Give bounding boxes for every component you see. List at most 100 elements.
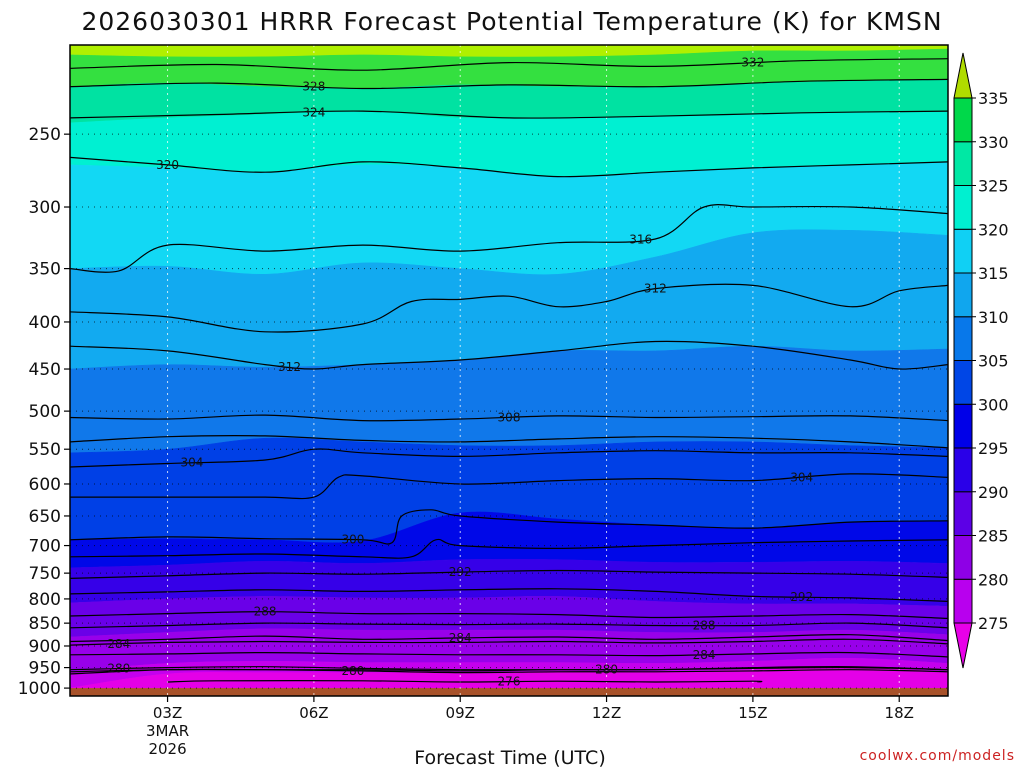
axes: 250 300 350 400 450 500 550 600 650 700 750 800 850 9…: [18, 44, 949, 758]
colorbar-label-280: 280: [978, 570, 1009, 589]
contour-label-276: 276: [498, 675, 521, 689]
y-tick-label-400: 400: [29, 313, 61, 333]
colorbar-segment-275: [953, 578, 973, 624]
colorbar-label-325: 325: [978, 177, 1009, 196]
y-tick-label-600: 600: [29, 475, 61, 495]
colorbar-segment-300: [953, 360, 973, 405]
contour-305: [70, 435, 948, 449]
colorbar-label-295: 295: [978, 439, 1009, 458]
contour-297: [70, 538, 948, 559]
contour-312: [70, 283, 948, 333]
contour-277: [70, 666, 948, 673]
colorbar-segment-280: [953, 535, 973, 580]
contour-label-280: 280: [341, 664, 364, 678]
contour-label-300: 300: [341, 533, 364, 547]
contour-304: [70, 448, 948, 468]
x-tick-label-09Z: 09Z: [446, 704, 475, 722]
contour-label-283: 284: [107, 637, 130, 651]
y-tick-label-750: 750: [29, 564, 61, 584]
x-tick-label-15Z: 15Z: [738, 704, 767, 722]
contour-label-304: 304: [180, 456, 203, 470]
contour-286: [70, 622, 948, 629]
colorbar-under-triangle: [953, 622, 973, 669]
colorbar-label-305: 305: [978, 352, 1009, 371]
colorbar-label-310: 310: [978, 308, 1009, 327]
contour-332: [70, 58, 948, 71]
contour-label-332: 332: [741, 56, 764, 70]
chart-title: 2026030301 HRRR Forecast Potential Tempe…: [81, 7, 942, 36]
plot-frame: [69, 44, 949, 697]
x-tick-sublabel-0: 3MAR: [146, 722, 189, 740]
colorbar-segment-325: [953, 141, 973, 186]
contour-label-277: 280: [595, 663, 618, 677]
y-tick-label-850: 850: [29, 614, 61, 634]
plot-area: [70, 45, 948, 696]
colorbar-label-290: 290: [978, 483, 1009, 502]
y-tick-label-250: 250: [29, 125, 61, 145]
colorbar-segment-305: [953, 316, 973, 361]
colorbar: 275 280 285 290 295 300 305 310 315 320 325 330 335: [953, 52, 1009, 669]
contour-label-306: 308: [498, 410, 521, 424]
colorbar-over-triangle: [953, 52, 973, 99]
contour-294: [70, 569, 948, 579]
source-credit: coolwx.com/models: [860, 748, 1015, 764]
contour-320: [70, 156, 948, 178]
contour-label-324: 324: [302, 105, 325, 119]
contour-292: [70, 588, 948, 602]
y-tick-label-800: 800: [29, 590, 61, 610]
filled-bands: [70, 45, 948, 696]
x-axis-label: Forecast Time (UTC): [414, 747, 605, 768]
colorbar-segment-285: [953, 491, 973, 536]
y-tick-label-950: 950: [29, 659, 61, 679]
contour-303: [70, 473, 948, 500]
contour-group: 332 328 324 320 316 312 312 308 304 304 300 292 292 2…: [70, 56, 948, 689]
x-tick-sublabel-1: 2026: [148, 740, 186, 758]
y-tick-label-500: 500: [29, 402, 61, 422]
contour-306: [70, 414, 948, 422]
contour-324: [70, 110, 948, 119]
colorbar-segment-290: [953, 447, 973, 493]
contour-288: [70, 611, 948, 619]
contour-label-312: 312: [644, 282, 667, 296]
y-tick-label-550: 550: [29, 440, 61, 460]
contour-label-284: 284: [449, 631, 472, 645]
y-tick-label-300: 300: [29, 198, 61, 218]
contour-label-294: 292: [449, 565, 472, 579]
x-tick-label-18Z: 18Z: [885, 704, 914, 722]
contour-label-308: 312: [278, 360, 301, 374]
contour-label-288: 288: [254, 605, 277, 619]
y-tick-label-1000: 1000: [18, 679, 61, 699]
contour-label-303: 304: [790, 470, 813, 484]
y-tick-label-900: 900: [29, 637, 61, 657]
x-tick-label-06Z: 06Z: [299, 704, 328, 722]
colorbar-label-300: 300: [978, 395, 1009, 414]
colorbar-label-335: 335: [978, 89, 1009, 108]
contour-label-282: 284: [693, 648, 716, 662]
colorbar-label-315: 315: [978, 264, 1009, 283]
colorbar-label-275: 275: [978, 614, 1009, 633]
contour-label-279: 280: [107, 662, 130, 676]
y-tick-label-350: 350: [29, 260, 61, 280]
contour-label-328: 328: [302, 80, 325, 94]
x-tick-label-12Z: 12Z: [592, 704, 621, 722]
contour-328: [70, 78, 948, 90]
contour-label-320: 320: [156, 158, 179, 172]
ground-surface: [70, 688, 948, 696]
colorbar-segment-330: [953, 97, 973, 143]
contour-label-286: 288: [693, 618, 716, 632]
contour-lines: 332 328 324 320 316 312 312 308 304 304 300 292 292 2…: [70, 56, 948, 689]
contour-label-292: 292: [790, 590, 813, 604]
colorbar-segment-315: [953, 228, 973, 274]
y-tick-label-650: 650: [29, 507, 61, 527]
contour-283: [70, 638, 948, 646]
contour-label-316: 316: [629, 233, 652, 247]
contour-276: [167, 680, 763, 683]
colorbar-label-330: 330: [978, 133, 1009, 152]
contour-282: [70, 651, 948, 658]
colorbar-segment-310: [953, 272, 973, 318]
colorbar-segment-320: [953, 185, 973, 230]
y-tick-label-450: 450: [29, 360, 61, 380]
y-tick-label-700: 700: [29, 537, 61, 557]
colorbar-label-285: 285: [978, 527, 1009, 546]
